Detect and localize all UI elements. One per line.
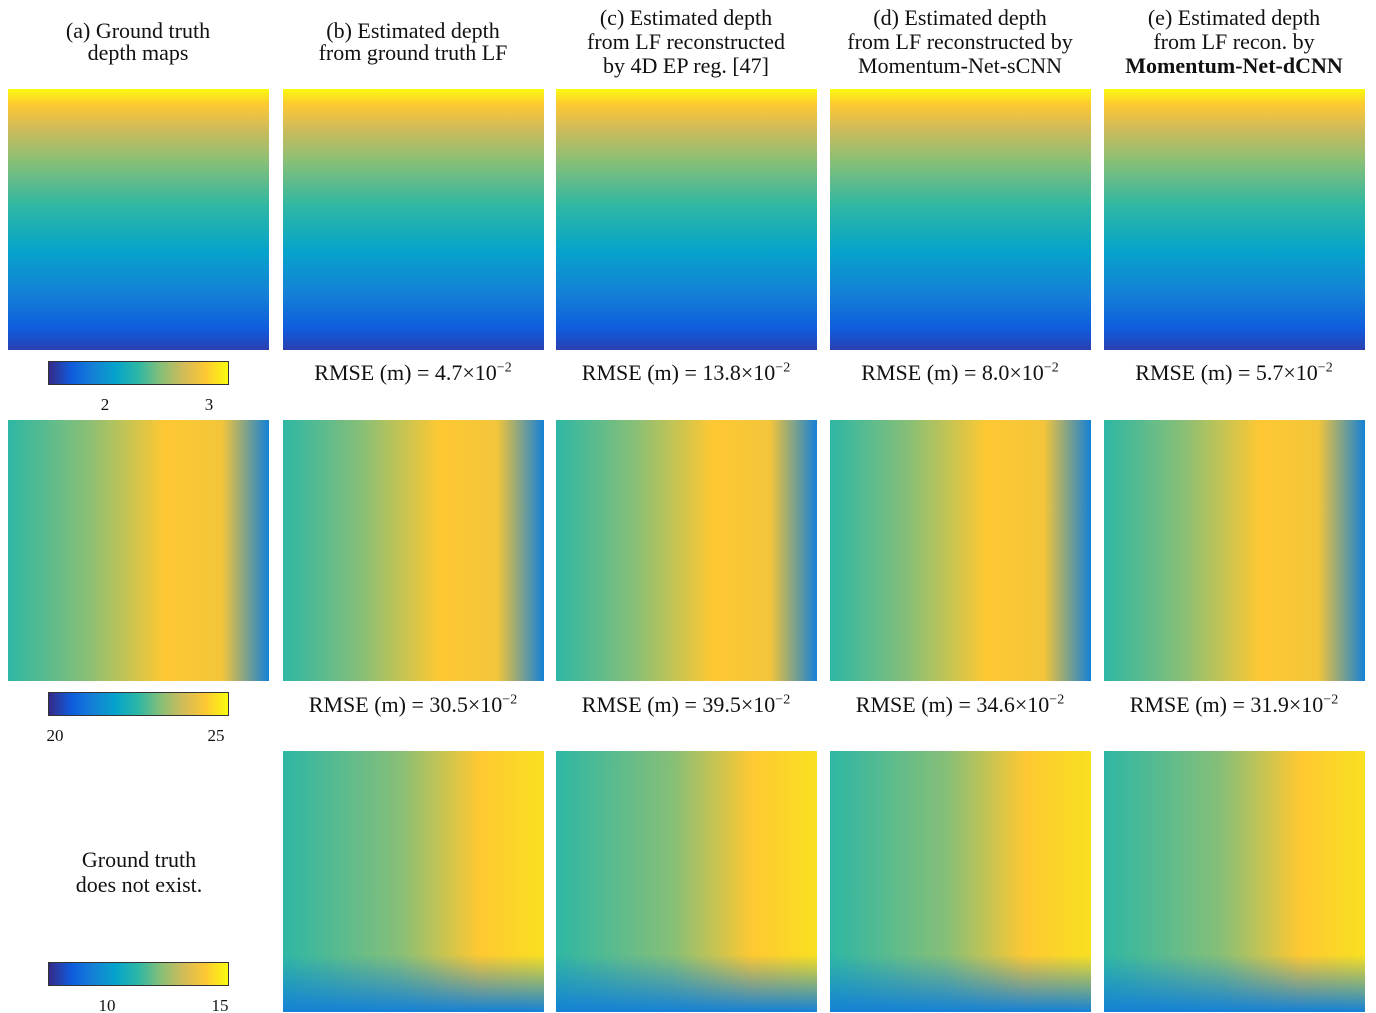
depth-map	[8, 420, 269, 681]
depth-map	[830, 420, 1091, 681]
colorbar-tick: 3	[204, 395, 214, 414]
rmse-label: RMSE (m) =	[1129, 692, 1245, 717]
depth-map	[1104, 420, 1365, 681]
note: does not exist.	[75, 872, 203, 897]
column-header: (c) Estimated depth	[599, 5, 773, 30]
rmse-caption: RMSE (m) = 39.5×10−2	[582, 692, 790, 718]
rmse-exponent: −2	[1323, 692, 1339, 708]
rmse-exponent: −2	[502, 692, 518, 708]
rmse-base: ×10	[740, 692, 776, 717]
rmse-exponent: −2	[1043, 360, 1059, 376]
colorbar-tick: 20	[46, 726, 64, 745]
rmse-base: ×10	[1283, 360, 1318, 385]
rmse-base: ×10	[1288, 692, 1324, 717]
rmse-value: 13.8	[702, 360, 741, 385]
rmse-label: RMSE (m) =	[314, 360, 430, 385]
depth-map	[8, 89, 269, 350]
column-header: Momentum-Net-sCNN	[857, 53, 1063, 78]
colorbar-tick: 10	[98, 996, 116, 1013]
rmse-value: 4.7	[434, 360, 463, 385]
rmse-label: RMSE (m) =	[581, 360, 697, 385]
note: Ground truth	[81, 847, 197, 872]
rmse-caption: RMSE (m) = 8.0×10−2	[861, 360, 1058, 386]
column-header: (b) Estimated depth	[326, 18, 500, 43]
rmse-caption: RMSE (m) = 4.7×10−2	[314, 360, 511, 386]
rmse-label: RMSE (m) =	[581, 692, 697, 717]
rmse-label: RMSE (m) =	[855, 692, 971, 717]
rmse-exponent: −2	[775, 360, 791, 376]
rmse-exponent: −2	[775, 692, 791, 708]
rmse-caption: RMSE (m) = 30.5×10−2	[309, 692, 517, 718]
column-header: depth maps	[87, 40, 189, 65]
rmse-value: 5.7	[1255, 360, 1284, 385]
column-header: (e) Estimated depth	[1147, 5, 1321, 30]
rmse-value: 39.5	[702, 692, 741, 717]
depth-map	[1104, 751, 1365, 1012]
rmse-base: ×10	[462, 360, 497, 385]
depth-map	[830, 751, 1091, 1012]
colorbar-tick: 25	[207, 726, 225, 745]
depth-map	[283, 89, 544, 350]
rmse-label: RMSE (m) =	[308, 692, 424, 717]
depth-map	[283, 420, 544, 681]
colorbar-tick: 15	[211, 996, 229, 1013]
rmse-caption: RMSE (m) = 5.7×10−2	[1135, 360, 1332, 386]
rmse-exponent: −2	[496, 360, 512, 376]
column-header: by 4D EP reg. [47]	[603, 53, 769, 78]
depth-map	[1104, 89, 1365, 350]
column-header: Momentum-Net-dCNN	[1125, 53, 1343, 78]
rmse-base: ×10	[740, 360, 776, 385]
rmse-exponent: −2	[1049, 692, 1065, 708]
column-header: (d) Estimated depth	[873, 5, 1047, 30]
rmse-value: 30.5	[429, 692, 468, 717]
column-header: from LF reconstructed	[587, 29, 785, 54]
depth-map	[556, 751, 817, 1012]
rmse-value: 34.6	[976, 692, 1015, 717]
rmse-value: 31.9	[1250, 692, 1289, 717]
rmse-caption: RMSE (m) = 13.8×10−2	[582, 360, 790, 386]
rmse-exponent: −2	[1317, 360, 1333, 376]
depth-map	[556, 89, 817, 350]
rmse-label: RMSE (m) =	[861, 360, 977, 385]
rmse-value: 8.0	[981, 360, 1010, 385]
depth-map	[556, 420, 817, 681]
rmse-caption: RMSE (m) = 34.6×10−2	[856, 692, 1064, 718]
rmse-base: ×10	[1009, 360, 1044, 385]
depth-map	[283, 751, 544, 1012]
colorbar	[48, 361, 229, 385]
rmse-base: ×10	[1014, 692, 1050, 717]
column-header: from ground truth LF	[318, 40, 508, 65]
column-header: from LF reconstructed by	[847, 29, 1073, 54]
column-header: (a) Ground truth	[65, 18, 211, 43]
rmse-label: RMSE (m) =	[1135, 360, 1251, 385]
colorbar	[48, 692, 229, 716]
colorbar-tick: 2	[100, 395, 110, 414]
depth-map	[830, 89, 1091, 350]
column-header: from LF recon. by	[1153, 29, 1315, 54]
rmse-base: ×10	[467, 692, 503, 717]
colorbar	[48, 962, 229, 986]
rmse-caption: RMSE (m) = 31.9×10−2	[1130, 692, 1338, 718]
